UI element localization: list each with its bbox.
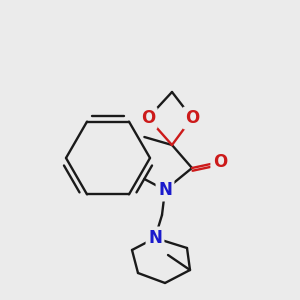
Text: N: N — [158, 181, 172, 199]
Text: O: O — [213, 153, 227, 171]
Text: O: O — [185, 109, 199, 127]
Text: N: N — [148, 229, 162, 247]
Text: O: O — [141, 109, 155, 127]
